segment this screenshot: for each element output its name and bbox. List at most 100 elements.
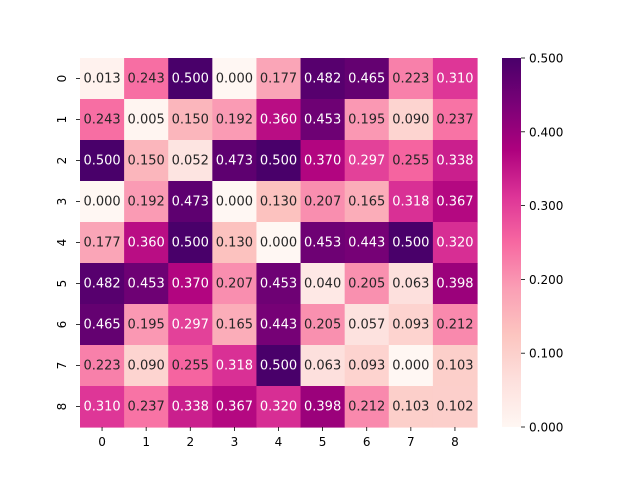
cell-value-label: 0.255	[392, 154, 429, 169]
cell-value-label: 0.473	[216, 154, 253, 169]
y-tick-label: 3	[55, 198, 69, 206]
cell-value-label: 0.207	[216, 277, 253, 292]
y-tick-label: 1	[55, 116, 69, 124]
cell-value-label: 0.013	[83, 72, 120, 87]
heatmap-cell	[300, 58, 346, 100]
heatmap-cell	[80, 140, 125, 182]
heatmap-cell	[212, 181, 258, 223]
heatmap-cell	[344, 99, 390, 141]
cell-value-label: 0.040	[304, 277, 341, 292]
cell-value-label: 0.443	[260, 318, 297, 333]
heatmap-cell	[388, 58, 434, 100]
cell-value-label: 0.052	[172, 154, 209, 169]
cell-value-label: 0.063	[304, 359, 341, 374]
cell-value-label: 0.177	[260, 72, 297, 87]
heatmap-cell	[344, 181, 390, 223]
heatmap-cell	[212, 345, 258, 387]
cell-value-label: 0.398	[436, 277, 473, 292]
heatmap-cell	[124, 263, 169, 305]
cell-value-label: 0.192	[128, 195, 165, 210]
x-tick-label: 2	[186, 435, 194, 449]
heatmap-cell	[212, 140, 258, 182]
heatmap-cell	[80, 304, 125, 346]
cell-value-label: 0.195	[348, 113, 385, 128]
y-axis: 0 1 2 3 4 5 6 7 8	[55, 75, 80, 410]
cell-value-label: 0.000	[392, 359, 429, 374]
x-axis: 0 1 2 3 4 5 6 7 8	[98, 427, 459, 449]
x-tick-label: 8	[451, 435, 459, 449]
x-tick-label: 7	[407, 435, 415, 449]
cell-value-label: 0.310	[436, 72, 473, 87]
y-tick-label: 5	[55, 280, 69, 288]
cell-value-label: 0.205	[304, 318, 341, 333]
cell-value-label: 0.093	[392, 318, 429, 333]
cell-value-label: 0.465	[83, 318, 120, 333]
cell-value-label: 0.482	[304, 72, 341, 87]
heatmap-cell	[300, 140, 346, 182]
cell-value-label: 0.063	[392, 277, 429, 292]
cell-value-label: 0.318	[392, 195, 429, 210]
heatmap-cell	[388, 99, 434, 141]
heatmap-cell	[80, 386, 125, 428]
cell-value-label: 0.370	[172, 277, 209, 292]
heatmap-cell	[388, 304, 434, 346]
heatmap-cell	[212, 304, 258, 346]
colorbar-tick-label: 0.300	[529, 199, 563, 213]
heatmap-cell	[124, 304, 169, 346]
x-tick-label: 4	[275, 435, 283, 449]
heatmap-cell	[168, 58, 213, 100]
y-tick-label: 4	[55, 239, 69, 247]
cell-value-label: 0.370	[304, 154, 341, 169]
colorbar-tick-label: 0.400	[529, 125, 563, 139]
cell-value-label: 0.212	[436, 318, 473, 333]
heatmap-cell	[432, 181, 478, 223]
heatmap-cell	[256, 222, 302, 264]
colorbar-gradient	[502, 58, 521, 427]
cell-value-label: 0.500	[83, 154, 120, 169]
heatmap-cell	[344, 386, 390, 428]
heatmap-cell	[212, 263, 258, 305]
colorbar-tick-label: 0.200	[529, 273, 563, 287]
heatmap-cells: 0.013 0.243 0.500 0.000 0.177 0.482 0.465 0.223…	[80, 58, 478, 428]
heatmap-cell	[124, 140, 169, 182]
x-tick-label: 0	[98, 435, 106, 449]
y-tick-label: 2	[55, 157, 69, 165]
heatmap-cell	[168, 304, 213, 346]
heatmap-cell	[212, 222, 258, 264]
heatmap-cell	[300, 304, 346, 346]
heatmap-cell	[168, 99, 213, 141]
heatmap-cell	[124, 181, 169, 223]
cell-value-label: 0.103	[436, 359, 473, 374]
x-tick-label: 6	[363, 435, 371, 449]
cell-value-label: 0.243	[83, 113, 120, 128]
cell-value-label: 0.212	[348, 400, 385, 415]
cell-value-label: 0.205	[348, 277, 385, 292]
cell-value-label: 0.000	[83, 195, 120, 210]
heatmap-cell	[80, 58, 125, 100]
heatmap-cell	[300, 386, 346, 428]
heatmap-cell	[168, 386, 213, 428]
cell-value-label: 0.453	[128, 277, 165, 292]
cell-value-label: 0.367	[216, 400, 253, 415]
colorbar-tick-label: 0.500	[529, 52, 563, 66]
heatmap-cell	[300, 99, 346, 141]
cell-value-label: 0.207	[304, 195, 341, 210]
cell-value-label: 0.398	[304, 400, 341, 415]
heatmap-cell	[432, 263, 478, 305]
heatmap-cell	[388, 386, 434, 428]
cell-value-label: 0.367	[436, 195, 473, 210]
heatmap-cell	[388, 263, 434, 305]
heatmap-cell	[432, 99, 478, 141]
cell-value-label: 0.500	[260, 154, 297, 169]
heatmap-cell	[124, 58, 169, 100]
x-tick-label: 5	[319, 435, 327, 449]
heatmap-cell	[212, 58, 258, 100]
cell-value-label: 0.000	[216, 195, 253, 210]
heatmap-cell	[124, 99, 169, 141]
heatmap-cell	[124, 345, 169, 387]
heatmap-cell	[256, 304, 302, 346]
cell-value-label: 0.465	[348, 72, 385, 87]
colorbar: 0.000 0.100 0.200 0.300 0.400 0.500	[502, 52, 563, 435]
cell-value-label: 0.482	[83, 277, 120, 292]
heatmap-cell	[388, 222, 434, 264]
